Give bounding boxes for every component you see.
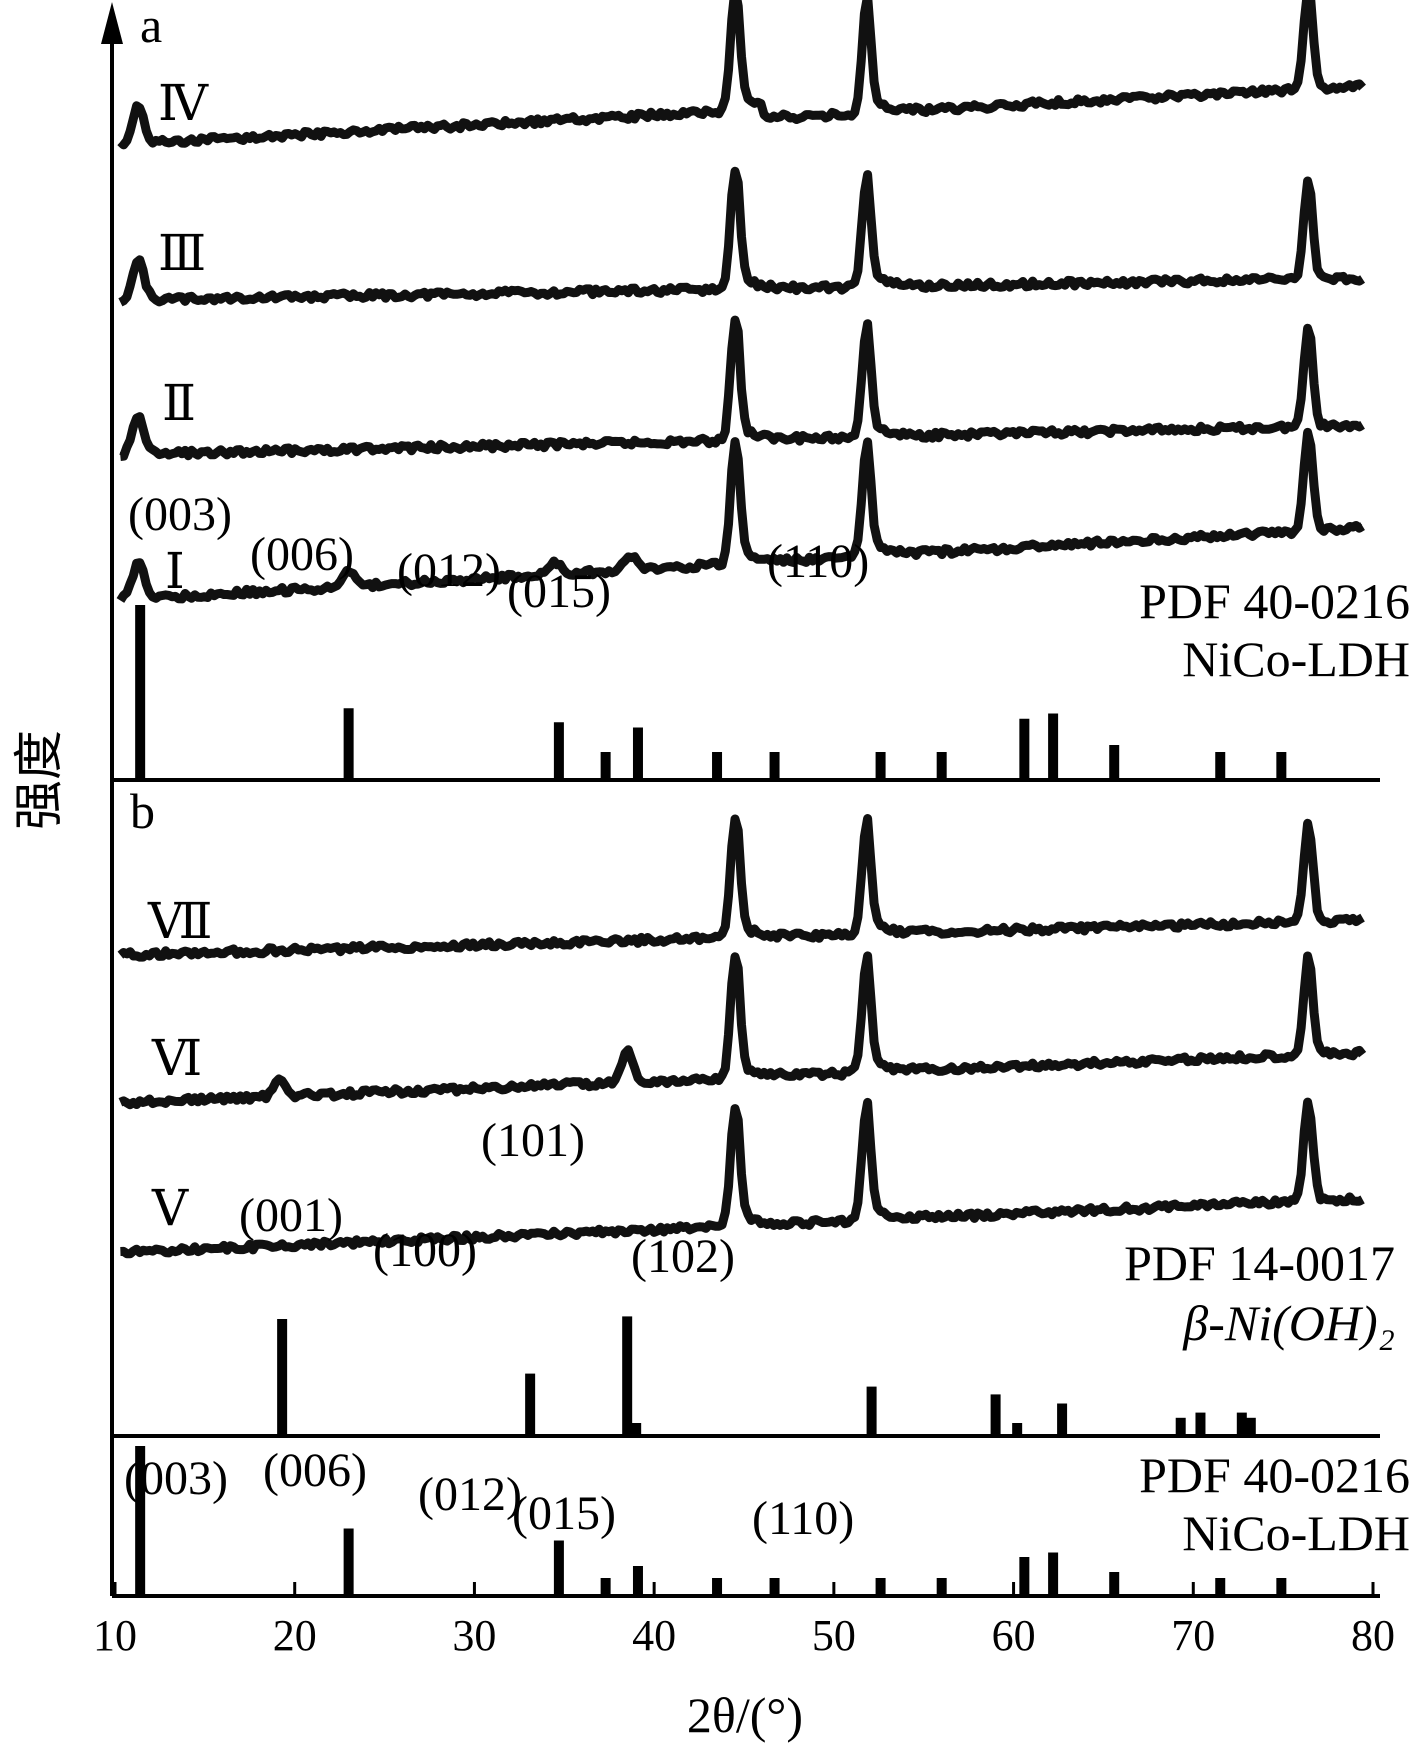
reference-stick [1057, 1403, 1068, 1436]
reference-stick [1245, 1417, 1256, 1436]
reference-stick [622, 1316, 633, 1436]
series-label: Ⅶ [147, 893, 213, 949]
panel-a-ref-pdf: PDF 40-0216 [1139, 573, 1410, 629]
reference-stick [1276, 1578, 1287, 1596]
panel-a-ref-phase: NiCo-LDH [1182, 631, 1410, 687]
reference-stick [1276, 752, 1287, 780]
x-tick-label: 40 [632, 1611, 676, 1660]
reference-stick [277, 1319, 288, 1436]
hkl-label: (100) [373, 1224, 477, 1277]
series-label: Ⅵ [151, 1030, 202, 1086]
xrd-trace [117, 0, 1366, 150]
reference-stick [936, 1578, 947, 1596]
series-label: Ⅴ [151, 1180, 189, 1236]
traces [116, 0, 1367, 1259]
xrd-trace [118, 166, 1366, 307]
reference-stick [1215, 752, 1226, 780]
series-label: Ⅰ [165, 543, 185, 599]
reference-stick [712, 1578, 723, 1596]
reference-stick [553, 722, 564, 780]
reference-stick [1048, 1552, 1059, 1596]
x-tick-label: 50 [812, 1611, 856, 1660]
x-axis-label: 2θ/(°) [687, 1687, 803, 1743]
reference-stick [343, 1528, 354, 1596]
xrd-trace [119, 1097, 1365, 1259]
hkl-label: (015) [512, 1487, 616, 1540]
reference-stick [1236, 1412, 1247, 1436]
hkl-label: (003) [128, 488, 232, 541]
hkl-label: (012) [418, 1468, 522, 1521]
reference-stick [1109, 745, 1120, 780]
hkl-label: (110) [752, 1492, 854, 1545]
series-label: Ⅳ [158, 75, 209, 131]
reference-stick [1195, 1412, 1206, 1436]
hkl-label: (110) [767, 535, 869, 588]
reference-stick [632, 1566, 643, 1596]
reference-stick [600, 1578, 611, 1596]
xrd-trace [119, 315, 1365, 461]
xrd-trace [116, 427, 1365, 604]
reference-stick [1048, 713, 1059, 780]
xrd-trace [118, 951, 1367, 1110]
reference-stick [875, 1578, 886, 1596]
reference-stick [1215, 1578, 1226, 1596]
reference-stick [936, 752, 947, 780]
reference-stick [1019, 718, 1030, 780]
panel-a-label: a [140, 0, 162, 53]
x-ticks: 10 20 30 40 50 60 70 80 [93, 1582, 1395, 1660]
hkl-label: (101) [481, 1114, 585, 1167]
y-axis-label: 强度 [11, 730, 67, 830]
reference-stick [1175, 1417, 1186, 1436]
reference-stick [632, 727, 643, 780]
reference-stick [343, 708, 354, 780]
annotations: a b PDF 40-0216 NiCo-LDH PDF 14-0017 β-N… [130, 0, 1410, 1561]
x-tick-label: 30 [452, 1611, 496, 1660]
reference-stick [1019, 1557, 1030, 1596]
reference-stick [631, 1423, 642, 1436]
x-tick-label: 70 [1171, 1611, 1215, 1660]
panel-b-ref2-phase: NiCo-LDH [1182, 1505, 1410, 1561]
y-axis-arrow [101, 2, 123, 44]
axes [101, 2, 1380, 1598]
reference-stick [135, 1446, 146, 1596]
x-tick-label: 10 [93, 1611, 137, 1660]
series-label: Ⅲ [158, 225, 206, 281]
reference-stick [600, 752, 611, 780]
panel-b-ref1-pdf: PDF 14-0017 [1124, 1235, 1395, 1291]
reference-stick [712, 752, 723, 780]
reference-stick [1109, 1572, 1120, 1596]
reference-sticks: (003)(006) (012) (015)(110)(001)(100)(101)… [124, 488, 1287, 1596]
panel-b-ref2-pdf: PDF 40-0216 [1139, 1447, 1410, 1503]
xrd-trace [117, 814, 1365, 962]
reference-stick [990, 1394, 1001, 1436]
panel-b-ref1-phase: β-Ni(OH)₂ [1182, 1295, 1395, 1351]
reference-stick [525, 1373, 536, 1436]
reference-stick [875, 752, 886, 780]
hkl-label: (015) [507, 565, 611, 618]
panel-b-label: b [130, 783, 155, 839]
hkl-label: (102) [631, 1230, 735, 1283]
hkl-label: (001) [239, 1189, 343, 1242]
x-tick-label: 80 [1351, 1611, 1395, 1660]
hkl-label: (006) [250, 528, 354, 581]
reference-stick [769, 1578, 780, 1596]
reference-stick [553, 1540, 564, 1596]
reference-stick [866, 1386, 877, 1436]
hkl-label: (012) [397, 544, 501, 597]
reference-stick [1012, 1423, 1023, 1436]
series-label: Ⅱ [162, 375, 196, 431]
reference-stick [769, 752, 780, 780]
x-tick-label: 60 [992, 1611, 1036, 1660]
reference-stick [135, 605, 146, 780]
hkl-label: (003) [124, 1452, 228, 1505]
x-tick-label: 20 [273, 1611, 317, 1660]
hkl-label: (006) [263, 1444, 367, 1497]
